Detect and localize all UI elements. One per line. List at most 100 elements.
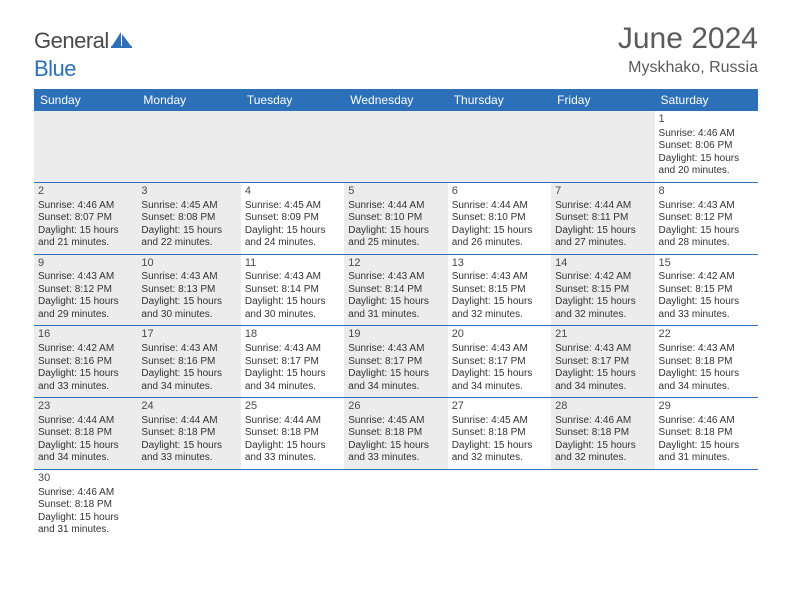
- sunrise-line: Sunrise: 4:42 AM: [659, 271, 754, 284]
- day-cell: 4Sunrise: 4:45 AMSunset: 8:09 PMDaylight…: [241, 183, 344, 254]
- sunrise-line: Sunrise: 4:43 AM: [452, 343, 547, 356]
- day-cell: 7Sunrise: 4:44 AMSunset: 8:11 PMDaylight…: [551, 183, 654, 254]
- day-header-row: SundayMondayTuesdayWednesdayThursdayFrid…: [34, 89, 758, 111]
- day-cell: 2Sunrise: 4:46 AMSunset: 8:07 PMDaylight…: [34, 183, 137, 254]
- day-cell: 17Sunrise: 4:43 AMSunset: 8:16 PMDayligh…: [137, 326, 240, 397]
- day-header: Tuesday: [241, 89, 344, 111]
- sunrise-line: Sunrise: 4:42 AM: [555, 271, 650, 284]
- empty-cell: [241, 111, 344, 182]
- daylight-line: Daylight: 15 hours and 32 minutes.: [555, 440, 650, 465]
- empty-cell: [551, 111, 654, 182]
- sunset-line: Sunset: 8:14 PM: [245, 284, 340, 297]
- day-header: Thursday: [448, 89, 551, 111]
- daylight-line: Daylight: 15 hours and 34 minutes.: [245, 368, 340, 393]
- header: General June 2024 Myskhako, Russia: [0, 0, 792, 85]
- logo-text-general: General: [34, 28, 109, 54]
- day-cell: 20Sunrise: 4:43 AMSunset: 8:17 PMDayligh…: [448, 326, 551, 397]
- sunrise-line: Sunrise: 4:44 AM: [38, 415, 133, 428]
- day-number: 14: [555, 257, 650, 271]
- day-number: 30: [38, 472, 133, 486]
- sunrise-line: Sunrise: 4:43 AM: [348, 271, 443, 284]
- day-cell: 21Sunrise: 4:43 AMSunset: 8:17 PMDayligh…: [551, 326, 654, 397]
- daylight-line: Daylight: 15 hours and 29 minutes.: [38, 296, 133, 321]
- empty-cell: [241, 470, 344, 541]
- sunset-line: Sunset: 8:18 PM: [659, 427, 754, 440]
- week-row: 2Sunrise: 4:46 AMSunset: 8:07 PMDaylight…: [34, 183, 758, 255]
- sunset-line: Sunset: 8:18 PM: [659, 356, 754, 369]
- sunrise-line: Sunrise: 4:43 AM: [141, 343, 236, 356]
- day-number: 11: [245, 257, 340, 271]
- sunset-line: Sunset: 8:18 PM: [38, 499, 133, 512]
- sunset-line: Sunset: 8:13 PM: [141, 284, 236, 297]
- day-number: 12: [348, 257, 443, 271]
- day-cell: 11Sunrise: 4:43 AMSunset: 8:14 PMDayligh…: [241, 255, 344, 326]
- title-block: June 2024 Myskhako, Russia: [618, 22, 758, 77]
- sunset-line: Sunset: 8:16 PM: [38, 356, 133, 369]
- sunrise-line: Sunrise: 4:46 AM: [659, 128, 754, 141]
- week-row: 30Sunrise: 4:46 AMSunset: 8:18 PMDayligh…: [34, 470, 758, 541]
- day-cell: 16Sunrise: 4:42 AMSunset: 8:16 PMDayligh…: [34, 326, 137, 397]
- sunrise-line: Sunrise: 4:45 AM: [245, 200, 340, 213]
- sunrise-line: Sunrise: 4:46 AM: [38, 487, 133, 500]
- daylight-line: Daylight: 15 hours and 33 minutes.: [659, 296, 754, 321]
- location: Myskhako, Russia: [618, 59, 758, 77]
- sunrise-line: Sunrise: 4:44 AM: [555, 200, 650, 213]
- day-number: 1: [659, 113, 754, 127]
- day-cell: 30Sunrise: 4:46 AMSunset: 8:18 PMDayligh…: [34, 470, 137, 541]
- sunrise-line: Sunrise: 4:45 AM: [141, 200, 236, 213]
- sunrise-line: Sunrise: 4:44 AM: [452, 200, 547, 213]
- daylight-line: Daylight: 15 hours and 31 minutes.: [38, 512, 133, 537]
- day-header: Wednesday: [344, 89, 447, 111]
- day-number: 28: [555, 400, 650, 414]
- daylight-line: Daylight: 15 hours and 26 minutes.: [452, 225, 547, 250]
- sunrise-line: Sunrise: 4:43 AM: [245, 271, 340, 284]
- daylight-line: Daylight: 15 hours and 28 minutes.: [659, 225, 754, 250]
- day-number: 18: [245, 328, 340, 342]
- daylight-line: Daylight: 15 hours and 32 minutes.: [452, 296, 547, 321]
- empty-cell: [344, 111, 447, 182]
- day-cell: 23Sunrise: 4:44 AMSunset: 8:18 PMDayligh…: [34, 398, 137, 469]
- day-cell: 28Sunrise: 4:46 AMSunset: 8:18 PMDayligh…: [551, 398, 654, 469]
- day-number: 22: [659, 328, 754, 342]
- day-number: 29: [659, 400, 754, 414]
- daylight-line: Daylight: 15 hours and 32 minutes.: [452, 440, 547, 465]
- day-cell: 25Sunrise: 4:44 AMSunset: 8:18 PMDayligh…: [241, 398, 344, 469]
- sunset-line: Sunset: 8:10 PM: [348, 212, 443, 225]
- day-number: 26: [348, 400, 443, 414]
- empty-cell: [551, 470, 654, 541]
- empty-cell: [448, 470, 551, 541]
- day-cell: 18Sunrise: 4:43 AMSunset: 8:17 PMDayligh…: [241, 326, 344, 397]
- sunrise-line: Sunrise: 4:44 AM: [141, 415, 236, 428]
- sunset-line: Sunset: 8:18 PM: [555, 427, 650, 440]
- daylight-line: Daylight: 15 hours and 30 minutes.: [141, 296, 236, 321]
- weeks-container: 1Sunrise: 4:46 AMSunset: 8:06 PMDaylight…: [34, 111, 758, 541]
- day-cell: 27Sunrise: 4:45 AMSunset: 8:18 PMDayligh…: [448, 398, 551, 469]
- day-cell: 3Sunrise: 4:45 AMSunset: 8:08 PMDaylight…: [137, 183, 240, 254]
- sunset-line: Sunset: 8:09 PM: [245, 212, 340, 225]
- day-number: 10: [141, 257, 236, 271]
- day-number: 19: [348, 328, 443, 342]
- sunset-line: Sunset: 8:07 PM: [38, 212, 133, 225]
- daylight-line: Daylight: 15 hours and 33 minutes.: [38, 368, 133, 393]
- day-cell: 29Sunrise: 4:46 AMSunset: 8:18 PMDayligh…: [655, 398, 758, 469]
- daylight-line: Daylight: 15 hours and 20 minutes.: [659, 153, 754, 178]
- sunset-line: Sunset: 8:12 PM: [659, 212, 754, 225]
- sail-icon: [111, 31, 133, 54]
- daylight-line: Daylight: 15 hours and 21 minutes.: [38, 225, 133, 250]
- day-cell: 15Sunrise: 4:42 AMSunset: 8:15 PMDayligh…: [655, 255, 758, 326]
- day-cell: 5Sunrise: 4:44 AMSunset: 8:10 PMDaylight…: [344, 183, 447, 254]
- daylight-line: Daylight: 15 hours and 24 minutes.: [245, 225, 340, 250]
- daylight-line: Daylight: 15 hours and 34 minutes.: [555, 368, 650, 393]
- sunrise-line: Sunrise: 4:43 AM: [38, 271, 133, 284]
- day-cell: 12Sunrise: 4:43 AMSunset: 8:14 PMDayligh…: [344, 255, 447, 326]
- sunset-line: Sunset: 8:15 PM: [659, 284, 754, 297]
- empty-cell: [137, 111, 240, 182]
- sunset-line: Sunset: 8:16 PM: [141, 356, 236, 369]
- sunrise-line: Sunrise: 4:46 AM: [38, 200, 133, 213]
- day-number: 9: [38, 257, 133, 271]
- week-row: 23Sunrise: 4:44 AMSunset: 8:18 PMDayligh…: [34, 398, 758, 470]
- sunrise-line: Sunrise: 4:43 AM: [141, 271, 236, 284]
- empty-cell: [137, 470, 240, 541]
- day-cell: 24Sunrise: 4:44 AMSunset: 8:18 PMDayligh…: [137, 398, 240, 469]
- sunset-line: Sunset: 8:18 PM: [245, 427, 340, 440]
